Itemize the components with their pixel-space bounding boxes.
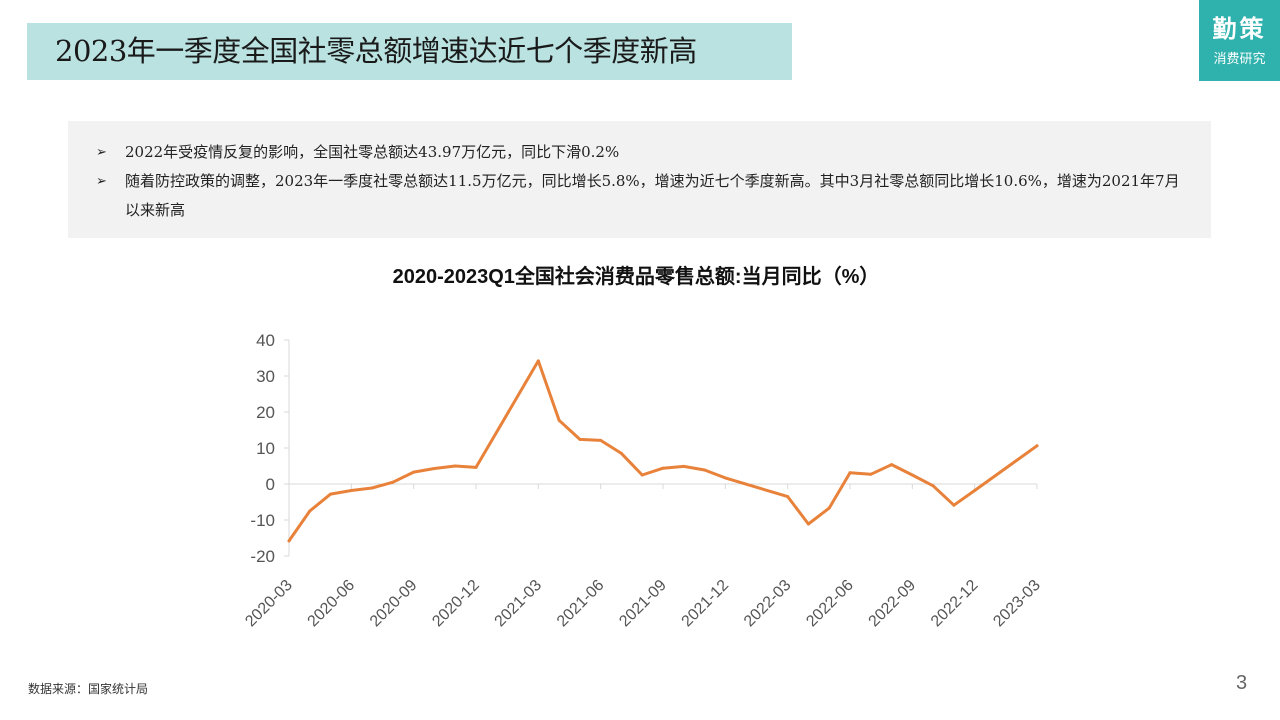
data-point	[910, 473, 914, 477]
data-point	[723, 476, 727, 480]
data-point	[869, 472, 873, 476]
y-tick-label: -20	[250, 547, 275, 566]
x-tick-label: 2021-12	[679, 577, 733, 631]
data-point	[827, 506, 831, 510]
x-tick-label: 2022-06	[803, 577, 857, 631]
x-tick-label: 2020-03	[242, 577, 296, 631]
data-point	[536, 359, 540, 363]
x-tick-label: 2022-03	[741, 577, 795, 631]
y-tick-label: 30	[256, 367, 275, 386]
data-point	[349, 489, 353, 492]
data-point	[973, 489, 977, 492]
y-tick-label: 20	[256, 403, 275, 422]
x-tick-label: 2022-09	[866, 577, 920, 631]
data-point	[619, 451, 623, 455]
summary-bullet-text: 2022年受疫情反复的影响，全国社零总额达43.97万亿元，同比下滑0.2%	[125, 143, 620, 161]
y-tick-label: 10	[256, 439, 275, 458]
data-point	[786, 495, 790, 499]
x-tick-label: 2021-09	[616, 577, 670, 631]
logo-main-text: 勤策	[1212, 14, 1267, 43]
data-point	[1035, 444, 1039, 448]
data-point	[599, 438, 603, 442]
chart-title: 2020-2023Q1全国社会消费品零售总额:当月同比（%）	[393, 264, 880, 288]
data-point	[848, 471, 852, 475]
x-tick-label: 2020-12	[429, 577, 483, 631]
x-tick-label: 2020-09	[367, 577, 421, 631]
x-tick-label: 2023-03	[990, 577, 1044, 631]
y-tick-label: 0	[266, 475, 275, 494]
page-number: 3	[1236, 672, 1248, 694]
series-line	[287, 359, 1039, 543]
data-source-note: 数据来源：国家统计局	[28, 682, 149, 696]
data-point	[806, 522, 810, 526]
summary-box: ➢ 2022年受疫情反复的影响，全国社零总额达43.97万亿元，同比下滑0.2%…	[68, 121, 1211, 238]
bullet-arrow-icon: ➢	[96, 174, 107, 189]
x-tick-label: 2021-06	[554, 577, 608, 631]
data-point	[432, 467, 436, 470]
title-banner: 2023年一季度全国社零总额增速达近七个季度新高	[27, 23, 792, 80]
logo-sub-text: 消费研究	[1213, 52, 1266, 67]
summary-bullet-text: 随着防控政策的调整，2023年一季度社零总额达11.5万亿元，同比增长5.8%，…	[125, 172, 1180, 219]
data-point	[370, 486, 374, 490]
data-point	[682, 464, 686, 468]
data-point	[412, 470, 416, 474]
data-point	[931, 484, 935, 488]
summary-bullet: ➢ 随着防控政策的调整，2023年一季度社零总额达11.5万亿元，同比增长5.8…	[96, 167, 1186, 225]
y-tick-label: -10	[250, 511, 275, 530]
data-point	[890, 463, 894, 467]
data-point	[661, 466, 665, 470]
y-tick-label: 40	[256, 331, 275, 350]
data-point	[453, 464, 457, 468]
chart-series	[287, 359, 1039, 543]
data-point	[952, 503, 956, 507]
data-point	[391, 480, 395, 484]
summary-bullet: ➢ 2022年受疫情反复的影响，全国社零总额达43.97万亿元，同比下滑0.2%	[96, 138, 1186, 167]
data-point	[308, 509, 312, 513]
x-tick-label: 2020-06	[305, 577, 359, 631]
data-point	[557, 418, 561, 422]
x-tick-label: 2021-03	[492, 577, 546, 631]
data-point	[474, 465, 478, 469]
x-tick-label: 2022-12	[928, 577, 982, 631]
brand-logo: 勤策 消费研究	[1199, 0, 1280, 81]
data-point	[329, 492, 333, 496]
data-point	[640, 473, 644, 477]
page-title: 2023年一季度全国社零总额增速达近七个季度新高	[55, 34, 697, 68]
bullet-arrow-icon: ➢	[96, 145, 107, 160]
data-point	[578, 437, 582, 441]
data-point	[703, 468, 707, 472]
data-point	[287, 539, 291, 543]
